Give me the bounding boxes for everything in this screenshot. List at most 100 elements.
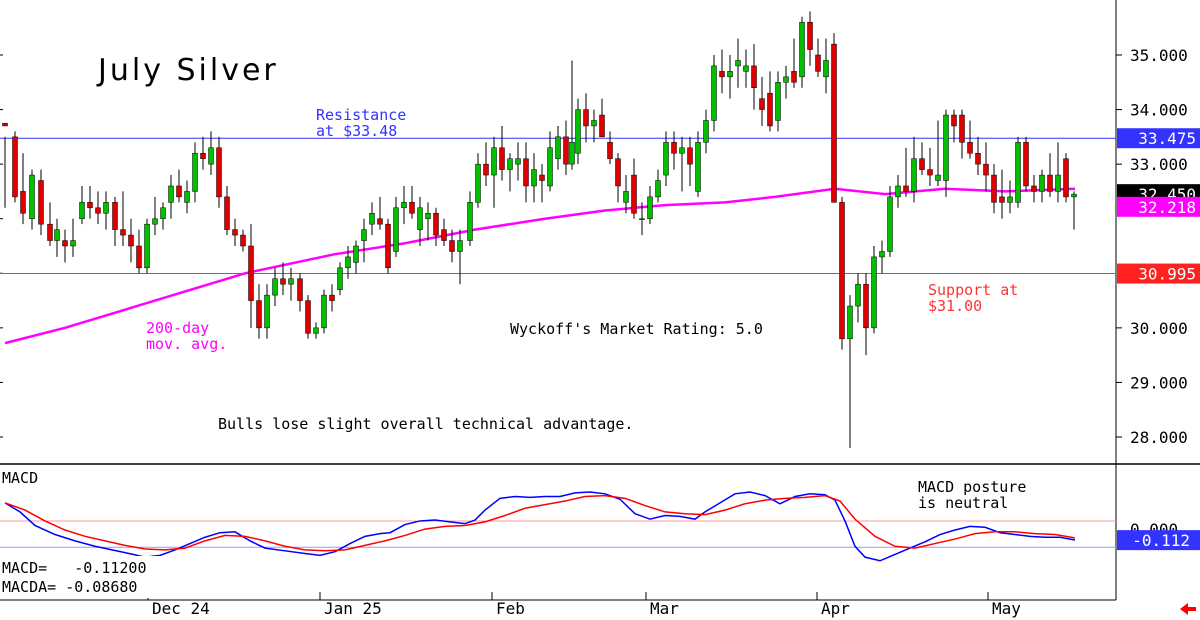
- candle: [29, 169, 35, 230]
- candle-body: [1023, 142, 1029, 187]
- candle: [216, 136, 222, 208]
- candle: [401, 185, 407, 225]
- candle-body: [441, 229, 447, 241]
- candle-body: [136, 245, 142, 269]
- left-arrow-icon[interactable]: [1180, 603, 1196, 615]
- candle: [751, 44, 757, 110]
- candle: [895, 175, 901, 208]
- candle-body: [1031, 185, 1037, 192]
- candle: [807, 11, 813, 66]
- candle: [385, 218, 391, 274]
- candle: [369, 202, 375, 236]
- candle: [128, 218, 134, 263]
- candle-body: [467, 202, 473, 241]
- candle-body: [975, 152, 981, 165]
- x-axis: Dec 24 Jan 25 Feb Mar Apr May: [147, 592, 1021, 618]
- candle-body: [1071, 193, 1077, 198]
- candle-body: [152, 218, 158, 225]
- candle: [272, 267, 278, 307]
- price-tag-label: 33.475: [1138, 129, 1196, 148]
- candle-body: [200, 152, 206, 159]
- candle-body: [385, 223, 391, 269]
- candle: [152, 196, 158, 236]
- candle-body: [759, 98, 765, 110]
- candle-body: [751, 65, 757, 88]
- x-tick-label: Feb: [496, 599, 525, 618]
- candle: [887, 185, 893, 257]
- candle: [1063, 153, 1069, 203]
- candle-body: [895, 185, 901, 198]
- y-tick-label: 33.000: [1130, 155, 1188, 174]
- candle: [87, 185, 93, 219]
- candle: [507, 153, 513, 192]
- candle-body: [70, 240, 76, 247]
- candle: [563, 120, 569, 176]
- candle: [999, 169, 1005, 219]
- candle-body: [607, 142, 613, 159]
- candle-body: [735, 60, 741, 67]
- candle: [599, 98, 605, 138]
- candle: [951, 109, 957, 143]
- candle: [192, 142, 198, 203]
- candle-body: [539, 174, 545, 181]
- candle: [361, 218, 367, 263]
- candle: [679, 136, 685, 192]
- candle-body: [47, 223, 53, 241]
- candle-body: [313, 327, 319, 334]
- candle-body: [911, 158, 917, 192]
- candle: [991, 164, 997, 214]
- candle: [515, 142, 521, 181]
- candle-body: [815, 54, 821, 72]
- candle: [799, 16, 805, 88]
- candle-body: [623, 191, 629, 203]
- macda-value: MACDA= -0.08680: [2, 578, 137, 596]
- macd-series-line: [4, 491, 1076, 562]
- candle: [248, 224, 254, 328]
- candle: [775, 71, 781, 132]
- candle-body: [248, 245, 254, 301]
- candle-body: [401, 202, 407, 209]
- candle-body: [449, 240, 455, 252]
- candle-body: [457, 240, 463, 252]
- candle: [449, 229, 455, 263]
- candle-body: [879, 251, 885, 258]
- macd-price-tag-label: -0.112: [1132, 531, 1190, 550]
- candle-body: [38, 180, 44, 225]
- candle: [569, 60, 575, 170]
- candle-body: [176, 185, 182, 198]
- candle-body: [515, 158, 521, 165]
- candle: [903, 147, 909, 197]
- candle-body: [695, 142, 701, 192]
- candle-body: [240, 234, 246, 247]
- candle-body: [569, 142, 575, 165]
- candle-body: [499, 147, 505, 170]
- candle-body: [321, 294, 327, 329]
- chart-title: July Silver: [96, 53, 279, 88]
- candle: [767, 71, 773, 132]
- candle: [288, 267, 294, 301]
- candle-body: [583, 109, 589, 127]
- candle-body: [483, 163, 489, 176]
- candle: [727, 55, 733, 99]
- candle: [523, 142, 529, 203]
- candle-body: [224, 196, 230, 230]
- candle: [639, 202, 645, 236]
- x-tick-label: May: [992, 599, 1021, 618]
- candle: [743, 49, 749, 88]
- candle: [735, 38, 741, 88]
- candle-body: [591, 120, 597, 127]
- price-panel: 28.000 29.000 30.000 33.000 34.000 35.000 33.4…: [0, 11, 1200, 448]
- candle: [555, 125, 561, 170]
- x-tick-label: Dec 24: [152, 599, 210, 618]
- candle: [1007, 180, 1013, 214]
- candle: [377, 196, 383, 230]
- candle-body: [345, 256, 351, 269]
- candle-body: [807, 22, 813, 50]
- candle-body: [983, 163, 989, 176]
- candle-body: [547, 147, 553, 187]
- candle: [329, 284, 335, 312]
- candle-body: [2, 122, 8, 127]
- candle: [120, 191, 126, 246]
- candle: [839, 196, 845, 350]
